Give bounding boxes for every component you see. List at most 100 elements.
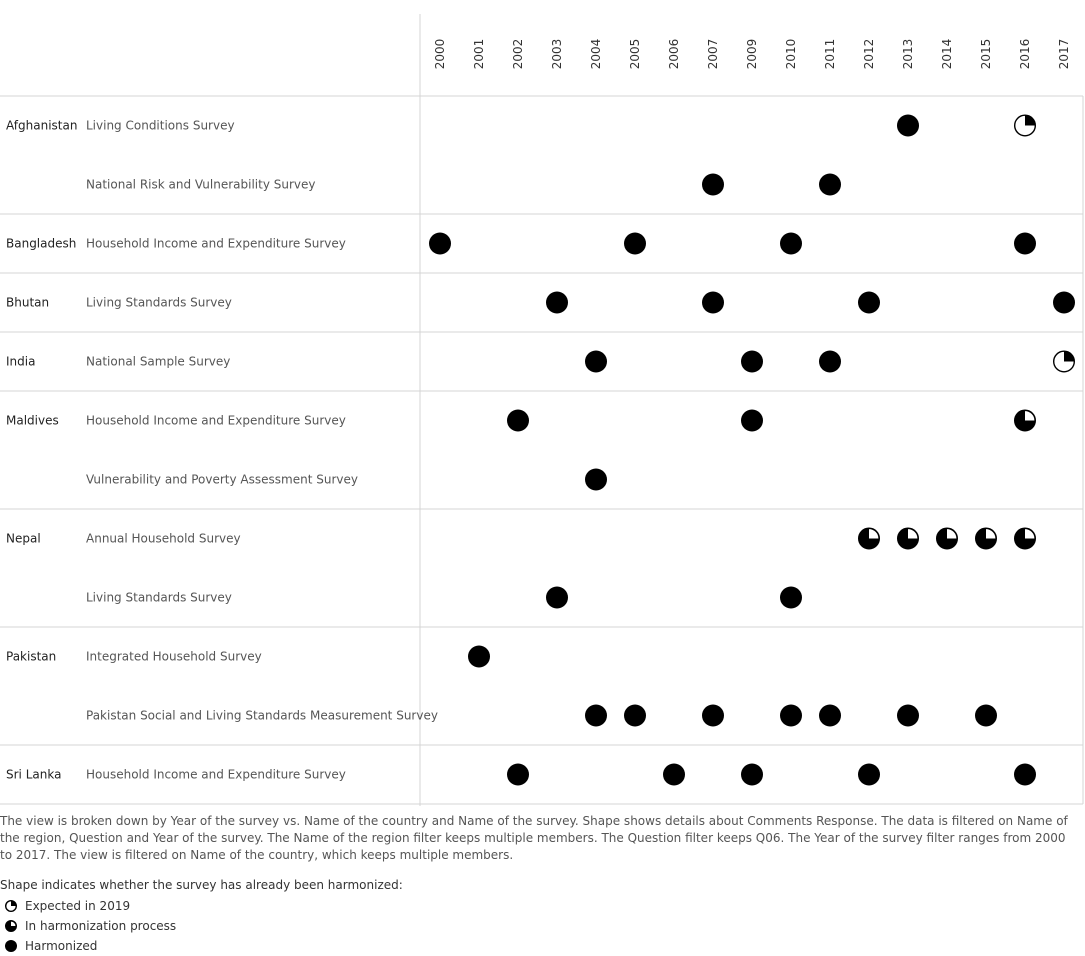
country-label: Afghanistan: [6, 119, 77, 133]
legend-item-in-process: In harmonization process: [0, 916, 403, 936]
year-tick-label: 2002: [511, 39, 525, 70]
year-tick-label: 2010: [784, 39, 798, 70]
survey-point: [624, 232, 646, 255]
survey-point: [429, 232, 451, 255]
country-label: Pakistan: [6, 650, 56, 664]
survey-point: [1014, 114, 1037, 137]
legend-shape: [5, 940, 17, 952]
survey-point: [702, 173, 724, 196]
legend-shape: [4, 919, 18, 933]
survey-point: [975, 527, 998, 550]
harmonized-icon: [5, 940, 17, 952]
survey-point: [585, 468, 607, 491]
country-label: Bangladesh: [6, 237, 76, 251]
survey-point: [624, 704, 646, 727]
survey-label: Household Income and Expenditure Survey: [86, 414, 346, 428]
legend-label: Harmonized: [25, 939, 98, 953]
survey-timeline-chart: 2000 2001 2002 2003 2004 2005 2006 2007 2009 2010…: [0, 14, 1084, 806]
survey-point: [741, 350, 763, 373]
country-group: Pakistan Integrated Household Survey Pakis…: [6, 645, 997, 727]
country-group: Afghanistan Living Conditions Survey Natio…: [6, 114, 1037, 196]
survey-point: [663, 763, 685, 786]
survey-point: [546, 586, 568, 609]
year-tick-label: 2009: [745, 39, 759, 70]
survey-label: Living Conditions Survey: [86, 119, 235, 133]
survey-label: Household Income and Expenditure Survey: [86, 237, 346, 251]
expected-in-2019-icon: [4, 899, 18, 913]
year-tick-label: 2014: [940, 39, 954, 70]
survey-point: [585, 350, 607, 373]
survey-label: National Risk and Vulnerability Survey: [86, 178, 316, 192]
survey-point: [897, 114, 919, 137]
survey-point: [1014, 409, 1037, 432]
country-group: Nepal Annual Household Survey Living Stand…: [6, 527, 1037, 609]
country-group: Bangladesh Household Income and Expenditu…: [6, 232, 1036, 255]
survey-point: [702, 704, 724, 727]
survey-label: Living Standards Survey: [86, 296, 232, 310]
survey-point: [1052, 350, 1075, 373]
survey-label: National Sample Survey: [86, 355, 230, 369]
survey-point: [507, 763, 529, 786]
survey-point: [936, 527, 959, 550]
survey-point: [741, 409, 763, 432]
country-label: India: [6, 355, 35, 369]
year-tick-label: 2007: [706, 39, 720, 70]
year-tick-label: 2016: [1018, 39, 1032, 70]
country-label: Sri Lanka: [6, 768, 61, 782]
shape-legend: Shape indicates whether the survey has a…: [0, 876, 403, 956]
survey-point: [897, 704, 919, 727]
country-group: Maldives Household Income and Expenditure…: [6, 409, 1037, 491]
year-tick-label: 2015: [979, 39, 993, 70]
survey-point: [897, 527, 920, 550]
in-harmonization-process-icon: [4, 919, 18, 933]
survey-label: Annual Household Survey: [86, 532, 241, 546]
year-tick-label: 2001: [472, 39, 486, 70]
survey-label: Pakistan Social and Living Standards Mea…: [86, 709, 438, 723]
country-group: Sri Lanka Household Income and Expenditur…: [6, 763, 1036, 786]
survey-point: [1014, 527, 1037, 550]
legend-label: Expected in 2019: [25, 899, 131, 913]
year-tick-label: 2006: [667, 39, 681, 70]
year-tick-label: 2012: [862, 39, 876, 70]
survey-point: [780, 704, 802, 727]
survey-point: [819, 173, 841, 196]
survey-point: [1053, 291, 1075, 314]
country-label: Nepal: [6, 532, 41, 546]
year-tick-label: 2005: [628, 39, 642, 70]
survey-point: [468, 645, 490, 668]
survey-point: [546, 291, 568, 314]
country-group: India National Sample Survey: [6, 350, 1075, 373]
survey-point: [702, 291, 724, 314]
survey-point: [780, 586, 802, 609]
survey-point: [585, 704, 607, 727]
survey-point: [507, 409, 529, 432]
legend-item-expected: Expected in 2019: [0, 896, 403, 916]
chart-caption: The view is broken down by Year of the s…: [0, 814, 1068, 862]
year-tick-label: 2004: [589, 39, 603, 70]
year-tick-label: 2011: [823, 39, 837, 70]
country-label: Bhutan: [6, 296, 49, 310]
legend-shape: [4, 899, 18, 913]
year-tick-label: 2000: [433, 39, 447, 70]
legend-title: Shape indicates whether the survey has a…: [0, 878, 403, 892]
survey-point: [1014, 232, 1036, 255]
year-tick-label: 2003: [550, 39, 564, 70]
survey-point: [975, 704, 997, 727]
survey-point: [858, 763, 880, 786]
survey-point: [819, 350, 841, 373]
survey-point: [780, 232, 802, 255]
country-label: Maldives: [6, 414, 59, 428]
survey-label: Household Income and Expenditure Survey: [86, 768, 346, 782]
survey-label: Vulnerability and Poverty Assessment Sur…: [86, 473, 358, 487]
survey-point: [741, 763, 763, 786]
year-tick-label: 2017: [1057, 39, 1071, 70]
legend-item-harmonized: Harmonized: [0, 936, 403, 956]
survey-label: Living Standards Survey: [86, 591, 232, 605]
survey-point: [858, 527, 881, 550]
survey-point: [858, 291, 880, 314]
country-group: Bhutan Living Standards Survey: [6, 291, 1075, 314]
survey-point: [819, 704, 841, 727]
survey-label: Integrated Household Survey: [86, 650, 262, 664]
legend-label: In harmonization process: [25, 919, 177, 933]
survey-point: [1014, 763, 1036, 786]
